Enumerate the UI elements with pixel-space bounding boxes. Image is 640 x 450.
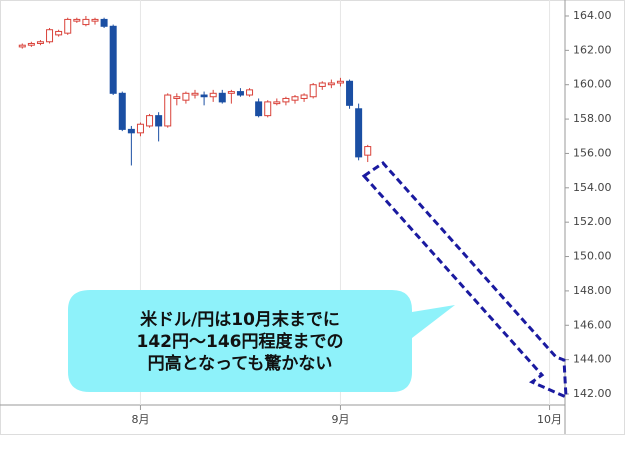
- x-tick-label: 10月: [537, 413, 562, 426]
- candle-body: [146, 115, 154, 127]
- candle-body: [136, 123, 144, 134]
- annotation-line: 142円～146円程度までの: [137, 331, 344, 352]
- y-tick-label: 154.00: [573, 181, 612, 194]
- candle-body: [127, 128, 135, 134]
- candle-body: [182, 92, 190, 101]
- candle-body: [227, 91, 235, 94]
- candle-body: [300, 94, 308, 99]
- candle-body: [118, 92, 126, 130]
- candle-body: [173, 96, 181, 99]
- x-tick-label: 8月: [131, 413, 149, 426]
- candle-body: [64, 18, 72, 34]
- candle-body: [291, 96, 299, 101]
- y-tick-label: 152.00: [573, 215, 612, 228]
- candle-body: [36, 41, 44, 44]
- y-tick-label: 150.00: [573, 250, 612, 263]
- candle-body: [236, 91, 244, 96]
- y-tick-label: 160.00: [573, 78, 612, 91]
- candle-body: [282, 97, 290, 103]
- callout-pointer: [412, 305, 455, 338]
- y-tick-label: 142.00: [573, 387, 612, 400]
- y-tick-label: 164.00: [573, 9, 612, 22]
- callout: [68, 290, 412, 392]
- candle-body: [109, 25, 117, 94]
- annotation-line: 米ドル/円は10月末までに: [140, 309, 340, 330]
- candle-body: [246, 89, 254, 96]
- candle-body: [155, 115, 163, 127]
- candle-body: [318, 82, 326, 87]
- x-tick-label: 9月: [331, 413, 349, 426]
- candle-body: [200, 94, 208, 98]
- y-tick-label: 148.00: [573, 284, 612, 297]
- candle-body: [264, 101, 272, 117]
- y-tick-label: 144.00: [573, 353, 612, 366]
- y-tick-label: 158.00: [573, 112, 612, 125]
- candle-body: [336, 80, 344, 84]
- candle-body: [55, 30, 63, 36]
- candle-body: [364, 146, 372, 156]
- candle-body: [327, 82, 335, 86]
- candle-body: [273, 101, 281, 105]
- forecast-arrow: [361, 161, 568, 400]
- candle-body: [46, 29, 54, 43]
- candle-body: [191, 92, 199, 96]
- plot: 142.00 144.00 146.00 148.00 150.00 152.00 154.…: [18, 0, 612, 426]
- annotation-line: 円高となっても驚かない: [148, 353, 333, 374]
- candle-body: [209, 92, 217, 98]
- y-tick-label: 162.00: [573, 43, 612, 56]
- y-tick-label: 146.00: [573, 318, 612, 331]
- candle-body: [18, 44, 26, 48]
- candle-body: [100, 18, 108, 27]
- candle-body: [164, 94, 172, 127]
- candle-body: [91, 18, 99, 22]
- candle-body: [82, 18, 90, 26]
- candle-body: [73, 18, 81, 22]
- candle-body: [309, 84, 317, 98]
- candle-body: [218, 92, 226, 103]
- candle-body: [255, 101, 263, 117]
- candle-body: [346, 80, 354, 106]
- candle-body: [355, 108, 363, 158]
- y-tick-label: 156.00: [573, 146, 612, 159]
- candle-body: [27, 42, 35, 46]
